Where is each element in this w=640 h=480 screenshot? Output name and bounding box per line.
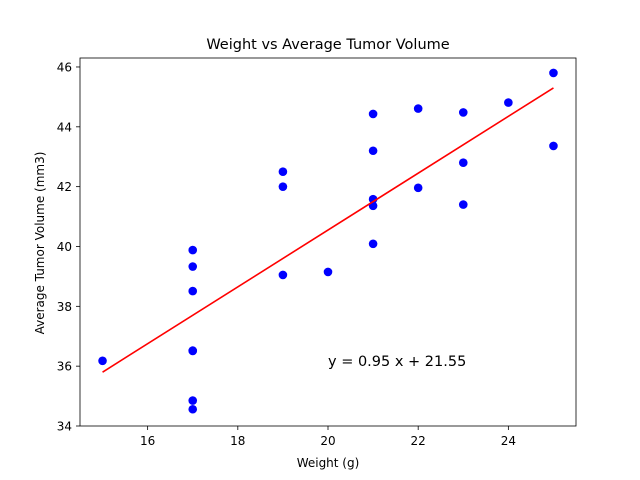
data-point: [504, 98, 513, 107]
data-point: [368, 239, 378, 249]
y-tick-label: 40: [57, 240, 72, 254]
x-tick-label: 20: [320, 434, 335, 448]
data-point: [188, 404, 198, 414]
data-point: [368, 146, 378, 156]
data-point: [188, 346, 198, 355]
y-tick-label: 36: [57, 360, 72, 374]
y-tick-label: 46: [57, 60, 72, 74]
y-tick-label: 42: [57, 180, 72, 194]
axes-frame: [79, 57, 577, 427]
y-axis-label: Average Tumor Volume (mm3): [33, 152, 47, 335]
data-point: [188, 245, 198, 255]
data-point: [549, 68, 558, 78]
y-tick-label: 38: [57, 300, 72, 314]
regression-equation: y = 0.95 x + 21.55: [328, 354, 466, 370]
data-point: [413, 183, 423, 193]
plot-area: 16 18 20 22 24 34 36 38 40 42 44 46 y = 0.95 x + 21.…: [57, 57, 577, 448]
y-tick-label: 34: [57, 420, 72, 434]
data-point: [458, 158, 468, 168]
x-tick-label: 24: [501, 434, 516, 448]
x-tick-label: 16: [140, 434, 155, 448]
data-point: [413, 104, 423, 113]
x-axis-label: Weight (g): [297, 456, 360, 470]
data-point: [368, 109, 378, 119]
data-point: [368, 194, 378, 204]
data-point: [188, 262, 198, 271]
data-point: [98, 356, 107, 366]
data-point: [278, 270, 288, 280]
data-point: [458, 200, 468, 209]
regression-line: [102, 87, 554, 373]
data-point: [323, 267, 333, 277]
x-tick-label: 18: [230, 434, 245, 448]
data-point: [188, 286, 198, 296]
data-point: [188, 396, 198, 405]
chart-title: Weight vs Average Tumor Volume: [206, 37, 449, 53]
data-point: [549, 141, 558, 151]
y-tick-label: 44: [57, 120, 72, 134]
data-point: [278, 167, 288, 176]
x-tick-label: 22: [411, 434, 426, 448]
data-point: [458, 108, 468, 117]
data-point: [278, 182, 288, 191]
